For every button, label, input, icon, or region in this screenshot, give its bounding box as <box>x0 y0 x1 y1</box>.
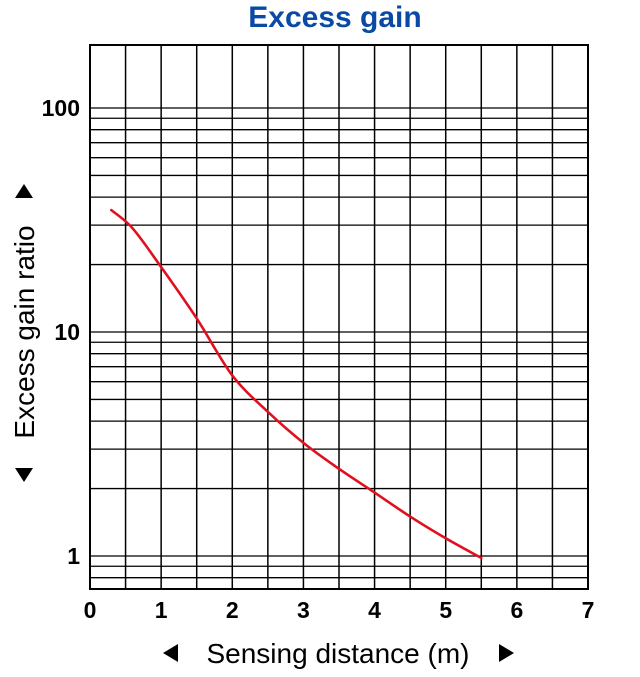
tick-labels: 0 1 2 3 4 5 6 7 1 10 100 <box>42 95 595 623</box>
x-tick-label: 6 <box>510 597 523 623</box>
grid <box>90 45 588 589</box>
left-arrow-icon <box>163 644 178 662</box>
x-tick-label: 4 <box>368 597 381 623</box>
y-axis-label-group: Excess gain ratio <box>9 184 40 482</box>
series-line <box>110 208 483 560</box>
x-tick-label: 1 <box>155 597 168 623</box>
x-tick-label: 5 <box>439 597 452 623</box>
series-layer <box>110 208 483 560</box>
y-axis-label: Excess gain ratio <box>9 225 40 438</box>
x-tick-label: 3 <box>297 597 310 623</box>
x-axis-label-group: Sensing distance (m) <box>163 638 514 669</box>
y-tick-label: 10 <box>54 319 80 345</box>
down-arrow-icon <box>15 468 33 482</box>
x-axis-label: Sensing distance (m) <box>206 638 469 669</box>
plot-frame <box>89 44 589 590</box>
x-tick-label: 2 <box>226 597 239 623</box>
x-tick-label: 7 <box>582 597 595 623</box>
right-arrow-icon <box>499 644 514 662</box>
chart-title: Excess gain <box>248 1 421 34</box>
y-tick-label: 1 <box>67 543 80 569</box>
y-tick-label: 100 <box>42 95 80 121</box>
up-arrow-icon <box>15 184 33 198</box>
x-tick-label: 0 <box>84 597 97 623</box>
